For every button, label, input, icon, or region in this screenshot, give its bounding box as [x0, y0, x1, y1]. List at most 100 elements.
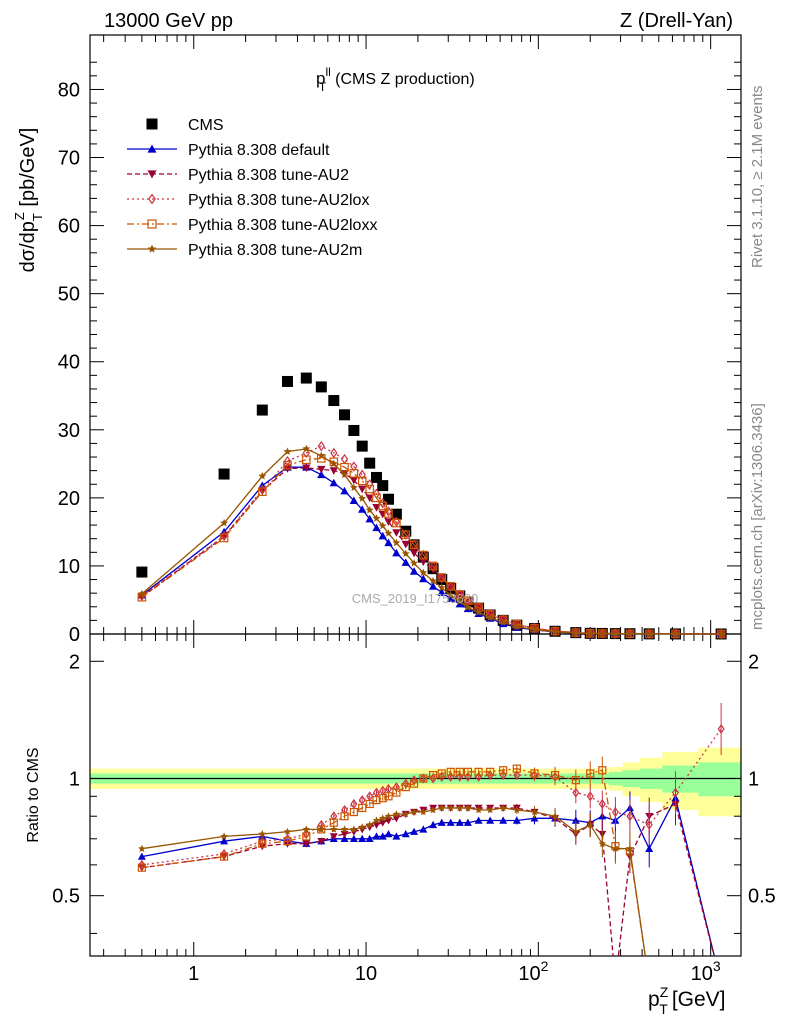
ratio-point — [598, 798, 606, 810]
data-point — [384, 538, 393, 547]
legend-label: Pythia 8.308 tune-AU2 — [188, 167, 349, 184]
data-point — [258, 487, 267, 497]
legend-entry-2: Pythia 8.308 tune-AU2 — [127, 167, 349, 184]
data-point — [446, 582, 456, 591]
data-point — [317, 470, 326, 479]
ratio-point — [340, 834, 349, 842]
data-point — [401, 558, 410, 566]
data-point — [340, 486, 349, 495]
data-point — [384, 518, 393, 526]
data-point — [349, 496, 359, 504]
data-point — [586, 629, 595, 637]
data-point — [474, 608, 483, 616]
ratio-point — [317, 838, 326, 846]
data-point — [486, 613, 495, 622]
ratio-point — [446, 767, 455, 776]
data-point — [365, 514, 374, 523]
mcplots-note: mcplots.cern.ch [arXiv:1306.3436] — [749, 403, 766, 630]
data-point — [378, 501, 388, 511]
legend-marker — [147, 219, 157, 229]
data-point — [340, 470, 349, 479]
data-point — [329, 459, 338, 468]
ratio-point — [220, 837, 229, 845]
data-point — [455, 599, 464, 608]
data-point — [378, 531, 387, 540]
ratio-point — [645, 980, 653, 987]
header-right: Z (Drell-Yan) — [620, 10, 733, 32]
ratio-point — [358, 834, 367, 842]
ratio-point — [626, 811, 634, 822]
legend-label: Pythia 8.308 tune-AU2lox — [188, 192, 369, 209]
data-point — [437, 588, 446, 596]
data-point — [437, 573, 447, 582]
ratio-point — [499, 804, 507, 812]
ratio-point — [438, 771, 446, 782]
data-point — [348, 424, 360, 436]
data-point — [401, 549, 410, 558]
ratio-point — [455, 767, 464, 776]
data-point — [377, 480, 389, 492]
data-point — [410, 559, 419, 567]
x-tick-label: 103 — [691, 958, 721, 985]
ratio-point — [598, 839, 607, 847]
data-point — [356, 440, 368, 452]
ratio-point — [513, 806, 521, 814]
data-point — [384, 529, 393, 537]
main-ytick-label: 30 — [58, 420, 80, 442]
data-point — [513, 619, 521, 630]
data-point — [301, 455, 311, 465]
ratio-point — [378, 814, 387, 822]
legend-marker — [147, 244, 157, 253]
data-point — [302, 464, 311, 473]
ratio-point — [401, 783, 410, 792]
data-point — [349, 476, 359, 485]
ratio-point — [137, 852, 146, 860]
data-point — [463, 603, 472, 611]
main-series-1 — [137, 463, 726, 638]
data-point — [429, 576, 438, 585]
data-point — [383, 493, 395, 505]
ratio-point — [437, 804, 446, 812]
data-point — [671, 629, 680, 638]
data-point — [429, 561, 437, 572]
legend-label: Pythia 8.308 tune-AU2m — [188, 242, 362, 259]
data-point — [378, 521, 387, 530]
data-point — [358, 494, 367, 502]
ratio-point — [372, 816, 381, 824]
legend-entry-1: Pythia 8.308 default — [127, 142, 330, 159]
legend-entry-5: Pythia 8.308 tune-AU2m — [127, 242, 362, 259]
data-point — [281, 375, 293, 387]
main-series — [136, 372, 727, 640]
data-point — [419, 568, 428, 577]
data-point — [390, 508, 402, 520]
data-point — [349, 483, 358, 492]
series-line — [141, 457, 722, 635]
main-ytick-label: 10 — [58, 556, 80, 578]
ratio-point — [365, 820, 374, 829]
data-point — [365, 484, 374, 494]
ratio-point — [384, 812, 393, 820]
data-point — [256, 404, 268, 416]
legend-label: Pythia 8.308 tune-AU2loxx — [188, 217, 377, 234]
ratio-point — [340, 830, 349, 839]
data-point — [372, 493, 381, 503]
x-tick-exponent: 2 — [541, 958, 549, 974]
legend-entry-4: Pythia 8.308 tune-AU2loxx — [127, 217, 377, 234]
ratio-point — [429, 806, 437, 814]
ratio-point — [410, 808, 418, 816]
ratio-point — [530, 769, 539, 778]
data-point — [315, 381, 327, 393]
ratio-point — [317, 825, 326, 833]
data-point — [401, 540, 410, 549]
x-tick-label: 102 — [518, 958, 548, 985]
data-point — [258, 471, 267, 480]
data-point — [136, 566, 148, 578]
legend-entry-3: Pythia 8.308 tune-AU2lox — [127, 192, 369, 209]
ratio-point — [350, 825, 358, 833]
data-point — [372, 523, 381, 532]
data-point — [317, 465, 326, 474]
ratio-point — [302, 832, 311, 841]
main-axes: 0 10 20 30 40 50 60 70 80 — [58, 35, 741, 646]
main-series-4 — [137, 454, 726, 639]
legend-marker — [147, 144, 157, 153]
